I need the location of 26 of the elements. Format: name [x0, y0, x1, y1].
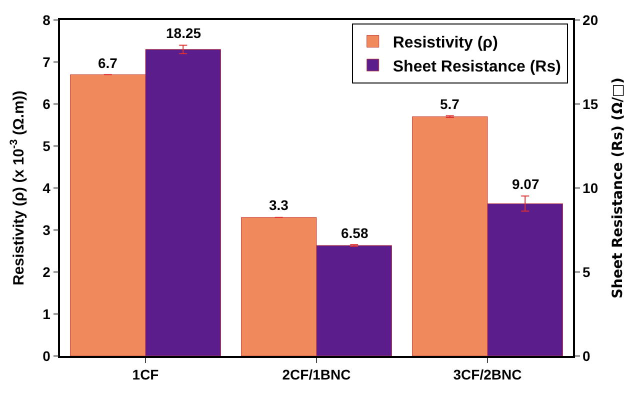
x-tick-label: 1CF — [132, 366, 160, 383]
y-tick-label: 2 — [42, 264, 51, 280]
x-tick-label: 2CF/1BNC — [282, 366, 351, 383]
y2-tick-label: 10 — [582, 180, 598, 196]
legend-label: Resistivity (ρ) — [392, 34, 498, 52]
y-tick-label: 5 — [42, 138, 51, 154]
y-tick-label: 1 — [42, 306, 51, 322]
y2-axis-title: Sheet Resistance (Rs) (Ω/□) — [610, 78, 626, 298]
data-label: 9.07 — [512, 176, 540, 192]
data-label: 3.3 — [269, 197, 289, 213]
legend-label: Sheet Resistance (Rs) — [392, 58, 561, 76]
y-tick-label: 6 — [42, 96, 51, 112]
data-label: 6.58 — [341, 225, 368, 241]
y2-tick-label: 0 — [582, 348, 591, 364]
y-tick-label: 7 — [42, 54, 51, 70]
data-label: 18.25 — [166, 25, 202, 41]
y2-tick-label: 5 — [582, 264, 591, 280]
y-tick-label: 3 — [42, 222, 51, 238]
data-label: 5.7 — [440, 96, 460, 112]
x-tick-label: 3CF/2BNC — [453, 366, 522, 383]
data-label: 6.7 — [98, 55, 118, 71]
y2-tick-label: 15 — [582, 96, 598, 112]
y-tick-label: 0 — [42, 348, 51, 364]
y2-tick-label: 20 — [582, 12, 598, 28]
y-tick-label: 4 — [42, 180, 51, 196]
y-tick-label: 8 — [42, 12, 51, 28]
